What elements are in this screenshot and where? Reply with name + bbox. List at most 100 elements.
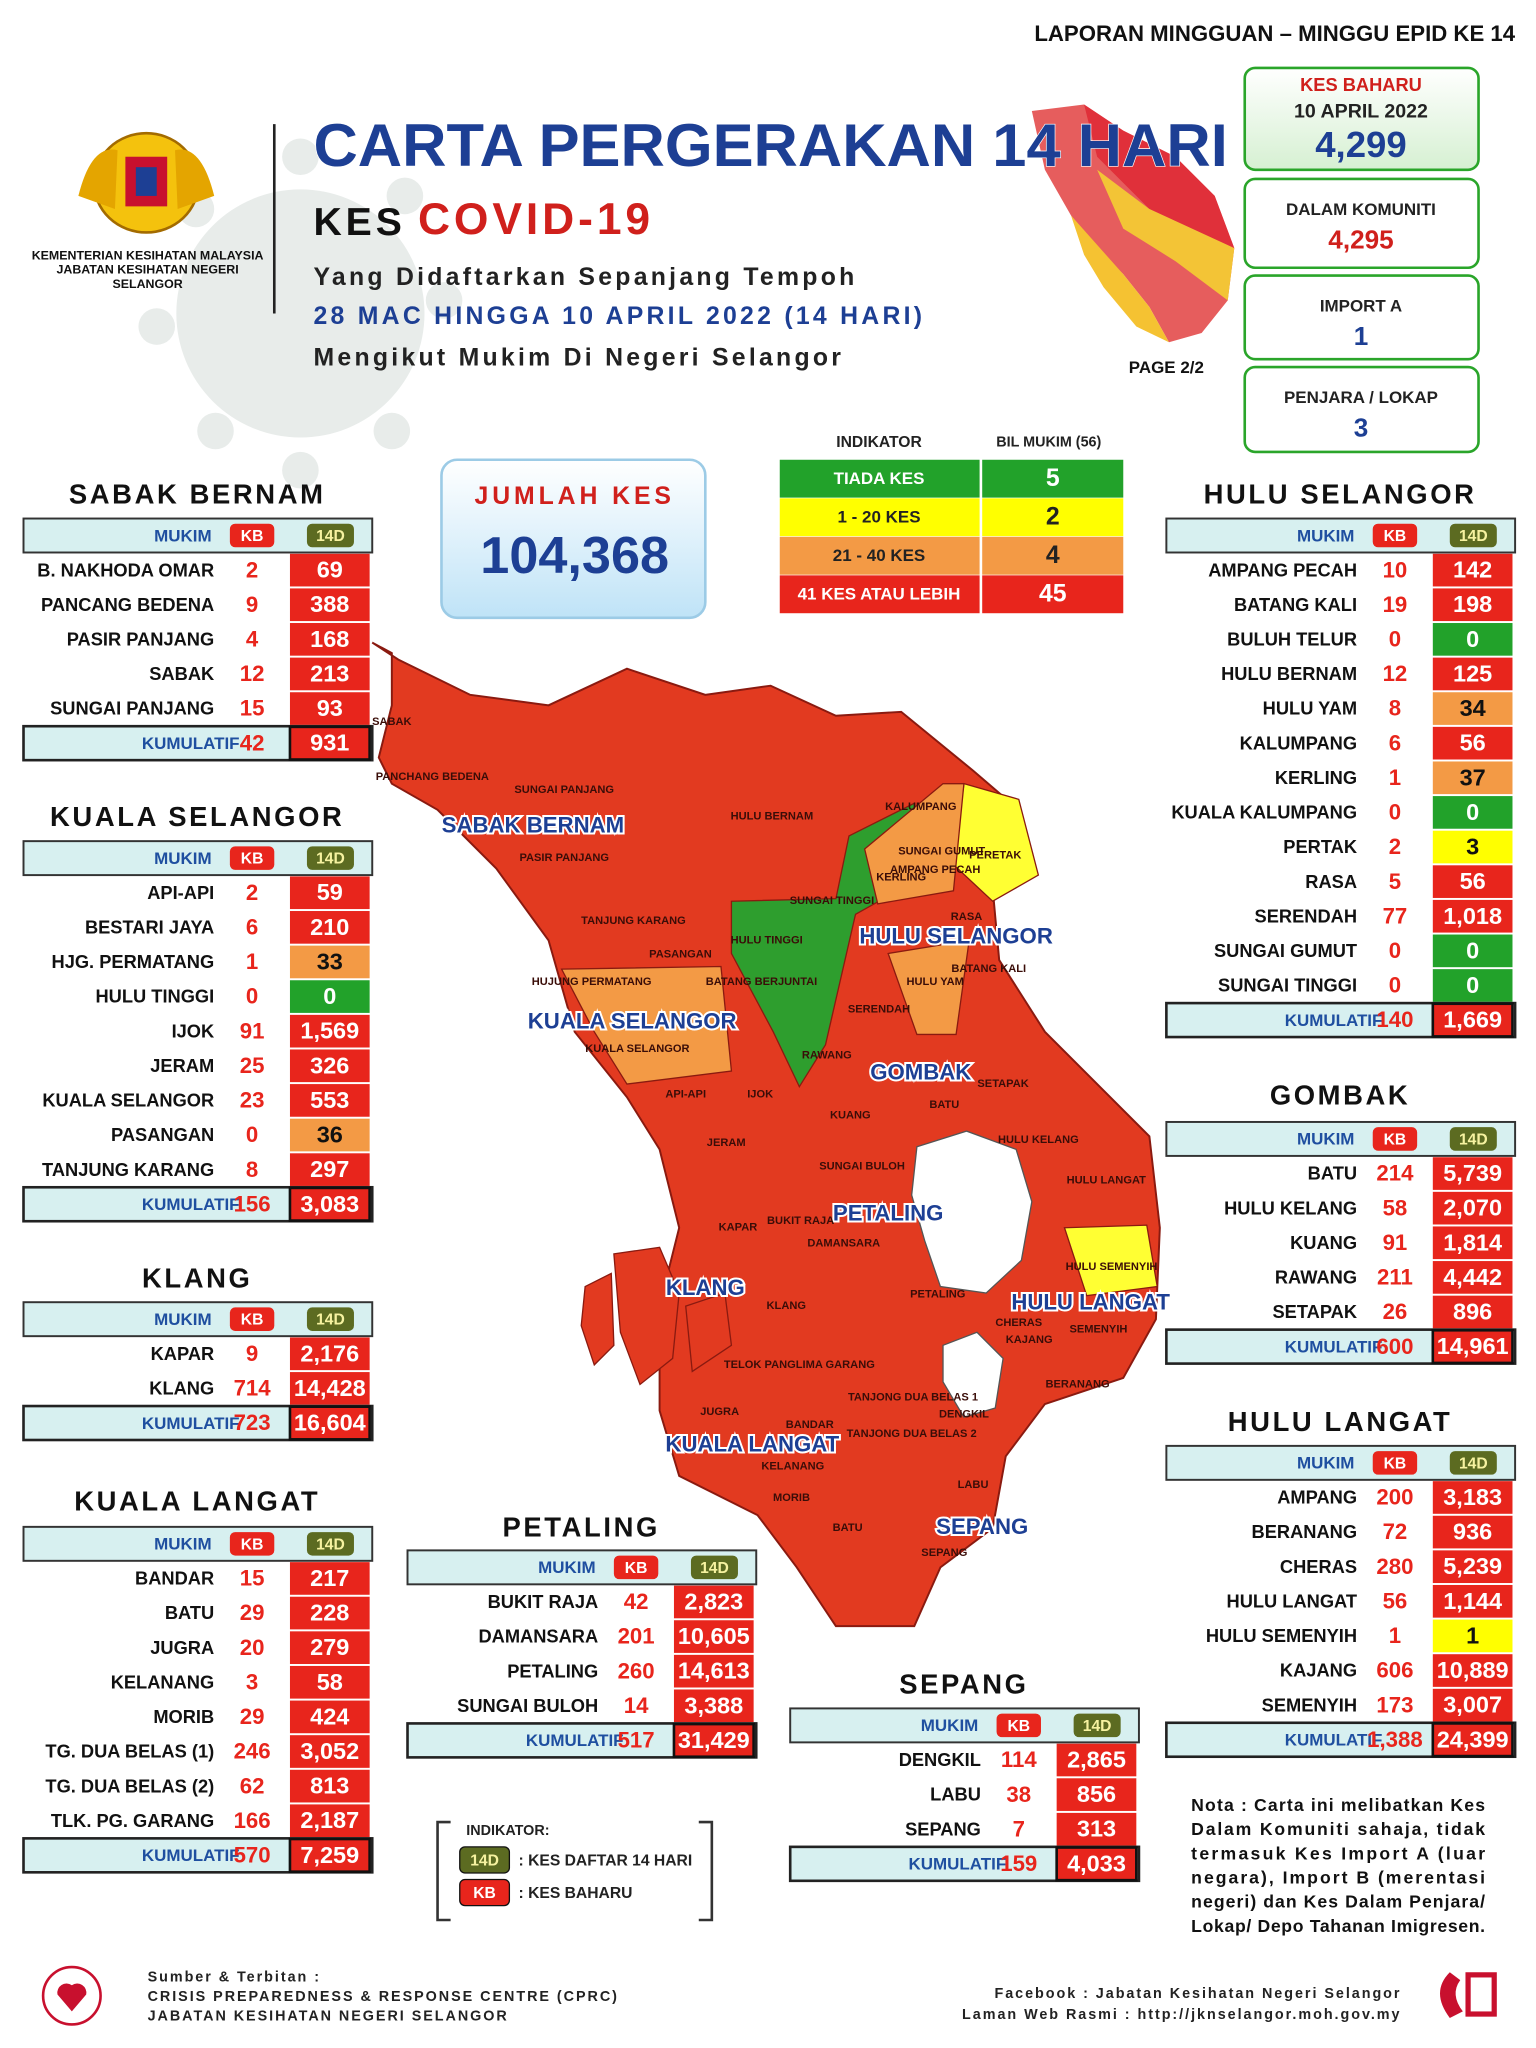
footer-left: CRISIS PREPAREDNESS & RESPONSE CENTRE (C… bbox=[148, 1989, 619, 2005]
map-hole bbox=[942, 1331, 1004, 1418]
map-district-label: HULU SELANGOR bbox=[859, 924, 1053, 949]
kb-value: 15 bbox=[240, 1566, 265, 1591]
d14-value: 4,033 bbox=[1067, 1850, 1126, 1876]
mukim-name: IJOK bbox=[172, 1020, 215, 1041]
d14-cell bbox=[289, 1631, 370, 1664]
main-title: CARTA PERGERAKAN 14 HARI bbox=[313, 112, 1227, 179]
mukim-name: BATU bbox=[1308, 1163, 1357, 1184]
kb-value: 58 bbox=[1383, 1195, 1408, 1220]
logo-emblem bbox=[78, 131, 215, 234]
mukim-name: PASIR PANJANG bbox=[67, 628, 215, 649]
d14-value: 56 bbox=[1460, 730, 1486, 756]
map-mukim-label: SUNGAI BULOH bbox=[819, 1160, 905, 1172]
map-mukim-label: KALUMPANG bbox=[885, 801, 956, 813]
map-zone-orange bbox=[887, 939, 970, 1036]
map-mukim-label: CHERAS bbox=[995, 1317, 1042, 1329]
kb-value: 714 bbox=[234, 1376, 272, 1401]
d14-cell bbox=[289, 1049, 370, 1083]
note-line: Nota : Carta ini melibatkan Kes bbox=[1191, 1795, 1485, 1815]
subtitle-line: 28 MAC HINGGA 10 APRIL 2022 (14 HARI) bbox=[313, 303, 925, 330]
d14-cell bbox=[289, 657, 370, 691]
table-header-label: 14D bbox=[316, 1536, 345, 1553]
d14-cell bbox=[289, 692, 370, 725]
mukim-name: AMPANG PECAH bbox=[1208, 559, 1357, 580]
district-title: HULU SELANGOR bbox=[1204, 479, 1477, 510]
indicator-label: 21 - 40 KES bbox=[833, 546, 925, 565]
map-mukim-label: KUANG bbox=[830, 1109, 871, 1121]
subtitle-line: Mengikut Mukim Di Negeri Selangor bbox=[313, 345, 844, 372]
mukim-name: TG. DUA BELAS (2) bbox=[45, 1775, 214, 1796]
d14-value: 33 bbox=[317, 948, 343, 974]
note-line: termasuk Kes Import A (luar bbox=[1191, 1843, 1485, 1863]
table-header-label: KB bbox=[1384, 1455, 1407, 1472]
mukim-name: KALUMPANG bbox=[1240, 732, 1357, 753]
kb-value: 42 bbox=[624, 1589, 649, 1614]
indicator-header: BIL MUKIM (56) bbox=[996, 435, 1101, 451]
map-mukim-label: KUALA SELANGOR bbox=[585, 1043, 689, 1055]
table-header-label: KB bbox=[241, 851, 264, 868]
table-header-label: 14D bbox=[1083, 1718, 1112, 1735]
kb-value: 29 bbox=[240, 1600, 265, 1625]
kb-value: 600 bbox=[1376, 1334, 1413, 1359]
map-mukim-label: PERETAK bbox=[969, 849, 1021, 861]
d14-cell bbox=[289, 623, 370, 656]
mukim-name: KAJANG bbox=[1280, 1660, 1357, 1681]
d14-cell bbox=[1432, 1688, 1513, 1722]
kb-value: 9 bbox=[246, 1341, 258, 1366]
kb-value: 10 bbox=[1383, 557, 1408, 582]
map-mukim-label: KAJANG bbox=[1006, 1334, 1053, 1346]
d14-cell bbox=[673, 1689, 754, 1723]
d14-value: 856 bbox=[1077, 1781, 1116, 1807]
d14-cell bbox=[289, 1337, 370, 1371]
indicator-cell bbox=[982, 459, 1124, 498]
mukim-name: SABAK bbox=[149, 663, 215, 684]
d14-value: 7,259 bbox=[300, 1842, 359, 1868]
map-mukim-label: SUNGAI TINGGI bbox=[790, 895, 874, 907]
map-district-label: PETALING bbox=[833, 1201, 944, 1226]
district-title: SEPANG bbox=[899, 1668, 1028, 1699]
d14-cell bbox=[1432, 726, 1513, 760]
mukim-name: HULU BERNAM bbox=[1221, 663, 1357, 684]
table-header-label: MUKIM bbox=[154, 1535, 212, 1554]
d14-cell bbox=[1432, 1226, 1513, 1260]
legend-text: : KES DAFTAR 14 HARI bbox=[519, 1852, 693, 1869]
mukim-name: SUNGAI GUMUT bbox=[1214, 940, 1357, 961]
total-value: 104,368 bbox=[480, 527, 669, 585]
kb-value: 12 bbox=[1383, 661, 1408, 686]
legend-key-label: KB bbox=[473, 1885, 496, 1902]
table-header-label: KB bbox=[1007, 1718, 1030, 1735]
d14-value: 297 bbox=[310, 1156, 349, 1182]
map-mukim-label: KLANG bbox=[767, 1300, 806, 1312]
d14-value: 2,070 bbox=[1443, 1195, 1502, 1221]
d14-cell bbox=[673, 1585, 754, 1619]
d14-value: 313 bbox=[1077, 1816, 1116, 1842]
kb-value: 14 bbox=[624, 1693, 649, 1718]
map-zone-orange bbox=[560, 965, 733, 1085]
map-mukim-label: SETAPAK bbox=[977, 1078, 1028, 1090]
kb-value: 0 bbox=[1389, 973, 1401, 998]
stat-value: 4,295 bbox=[1328, 225, 1393, 255]
map-island bbox=[613, 1246, 680, 1386]
map-mukim-label: BERANANG bbox=[1045, 1378, 1109, 1390]
legend-title: INDIKATOR: bbox=[466, 1823, 549, 1839]
d14-value: 14,613 bbox=[678, 1658, 750, 1684]
total-box bbox=[440, 458, 707, 620]
table-header-label: KB bbox=[241, 1536, 264, 1553]
d14-cell bbox=[289, 1596, 370, 1630]
kb-value: 214 bbox=[1376, 1161, 1414, 1186]
d14-cell bbox=[1432, 1515, 1513, 1549]
org-name: SELANGOR bbox=[112, 277, 182, 291]
kb-value: 2 bbox=[246, 557, 258, 582]
kb-pill bbox=[229, 1307, 275, 1331]
district-title: KUALA SELANGOR bbox=[50, 801, 344, 832]
total-label: KUMULATIF bbox=[142, 734, 240, 753]
map-district-label: SEPANG bbox=[936, 1514, 1028, 1539]
d14-pill bbox=[306, 1307, 354, 1331]
d14-cell bbox=[289, 1700, 370, 1734]
district-title: SABAK BERNAM bbox=[69, 479, 326, 510]
table-header-label: KB bbox=[241, 528, 264, 545]
stat-label: PENJARA / LOKAP bbox=[1284, 388, 1438, 407]
kb-value: 6 bbox=[1389, 730, 1401, 755]
d14-value: 14,428 bbox=[294, 1375, 366, 1401]
